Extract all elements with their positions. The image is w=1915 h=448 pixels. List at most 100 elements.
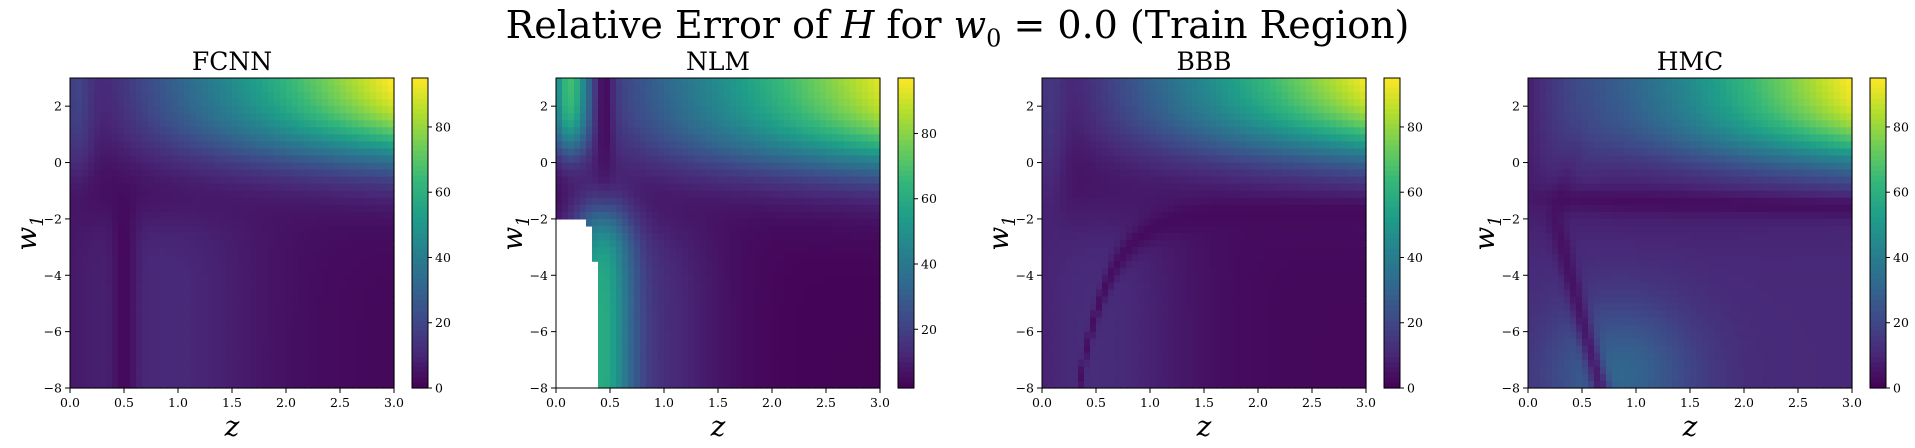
heatmap-cell [1042, 247, 1049, 255]
heatmap-cell [862, 92, 869, 100]
heatmap-cell [286, 261, 293, 269]
heatmap-cell [1054, 190, 1061, 199]
heatmap-cell [178, 296, 185, 305]
heatmap-cell [772, 127, 779, 135]
heatmap-cell [844, 338, 851, 347]
heatmap-cell [226, 310, 233, 319]
heatmap-cell [808, 345, 815, 354]
heatmap-cell [130, 310, 137, 319]
heatmap-cell [766, 317, 773, 326]
heatmap-cell [274, 345, 281, 354]
heatmap-cell [1042, 148, 1049, 157]
heatmap-cell [754, 134, 761, 143]
heatmap-cell [796, 275, 803, 283]
heatmap-cell [652, 317, 659, 326]
heatmap-cell [796, 113, 803, 121]
heatmap-cell [634, 204, 641, 213]
heatmap-cell [166, 324, 173, 333]
heatmap-cell [226, 225, 233, 234]
heatmap-cell [616, 211, 623, 220]
heatmap-cell [808, 366, 815, 375]
heatmap-cell [94, 359, 101, 368]
heatmap-cell [70, 289, 77, 298]
heatmap-cell [184, 338, 191, 347]
heatmap-cell [268, 289, 275, 298]
heatmap-cell [646, 303, 653, 312]
heatmap-cell [274, 324, 281, 333]
heatmap-cell [82, 197, 89, 206]
heatmap-cell [220, 106, 227, 114]
heatmap-cell [796, 373, 803, 382]
heatmap-cell [232, 85, 239, 93]
heatmap-cell [562, 99, 569, 107]
heatmap-cell [646, 352, 653, 361]
heatmap-cell [598, 296, 605, 305]
heatmap-cell [322, 148, 329, 157]
heatmap-cells [556, 78, 881, 389]
heatmap-cell [118, 366, 125, 375]
heatmap-cell [874, 303, 881, 312]
heatmap-cell [694, 338, 701, 347]
heatmap-cell [730, 380, 737, 389]
heatmap-cell [112, 176, 119, 185]
heatmap-cell [382, 162, 389, 171]
heatmap-cell [772, 331, 779, 340]
heatmap-cell [604, 162, 611, 171]
heatmap-cell [832, 120, 839, 128]
heatmap-cell [610, 338, 617, 347]
heatmap-cell [718, 85, 725, 93]
heatmap-cell [790, 352, 797, 361]
heatmap-cell [784, 240, 791, 248]
heatmap-cell [598, 261, 605, 269]
heatmap-cell [298, 380, 305, 389]
heatmap-cell [736, 331, 743, 340]
heatmap-cell [856, 204, 863, 213]
heatmap-cell [592, 254, 599, 262]
heatmap-cell [628, 218, 635, 227]
heatmap-cell [388, 254, 395, 262]
heatmap-cell [376, 85, 383, 93]
heatmap-cell [850, 282, 857, 290]
heatmap-cell [310, 113, 317, 121]
heatmap-cell [736, 373, 743, 382]
heatmap-cell [370, 225, 377, 234]
heatmap-cell [748, 296, 755, 305]
heatmap-cell [274, 261, 281, 269]
colorbar-segment [412, 284, 428, 291]
heatmap-cell [796, 148, 803, 157]
heatmap-cell [232, 211, 239, 220]
heatmap-cell [292, 380, 299, 389]
heatmap-cell [124, 352, 131, 361]
heatmap-cell [226, 134, 233, 143]
heatmap-cell [166, 380, 173, 389]
heatmap-cell [316, 247, 323, 255]
heatmap-cell [268, 380, 275, 389]
heatmap-cell [724, 92, 731, 100]
heatmap-cell [256, 183, 263, 192]
heatmap-cell [862, 359, 869, 368]
heatmap-cell [364, 99, 371, 107]
heatmap-cell [232, 296, 239, 305]
heatmap-cell [346, 310, 353, 319]
heatmap-cell [616, 162, 623, 171]
heatmap-cell [82, 120, 89, 128]
heatmap-cell [610, 218, 617, 227]
heatmap-cell [316, 141, 323, 150]
heatmap-cell [268, 127, 275, 135]
heatmap-cell [718, 275, 725, 283]
heatmap-cell [604, 352, 611, 361]
colorbar-segment [412, 367, 428, 374]
heatmap-cell [868, 233, 875, 241]
heatmap-cell [364, 380, 371, 389]
heatmap-cell [280, 275, 287, 283]
heatmap-cell [856, 233, 863, 241]
heatmap-cell [244, 380, 251, 389]
heatmap-cell [808, 289, 815, 298]
heatmap-cell [112, 162, 119, 171]
heatmap-cell [388, 225, 395, 234]
heatmap-cell [700, 254, 707, 262]
heatmap-cell [748, 120, 755, 128]
heatmap-cell [232, 317, 239, 326]
heatmap-cell [1042, 120, 1049, 128]
heatmap-cell [784, 92, 791, 100]
